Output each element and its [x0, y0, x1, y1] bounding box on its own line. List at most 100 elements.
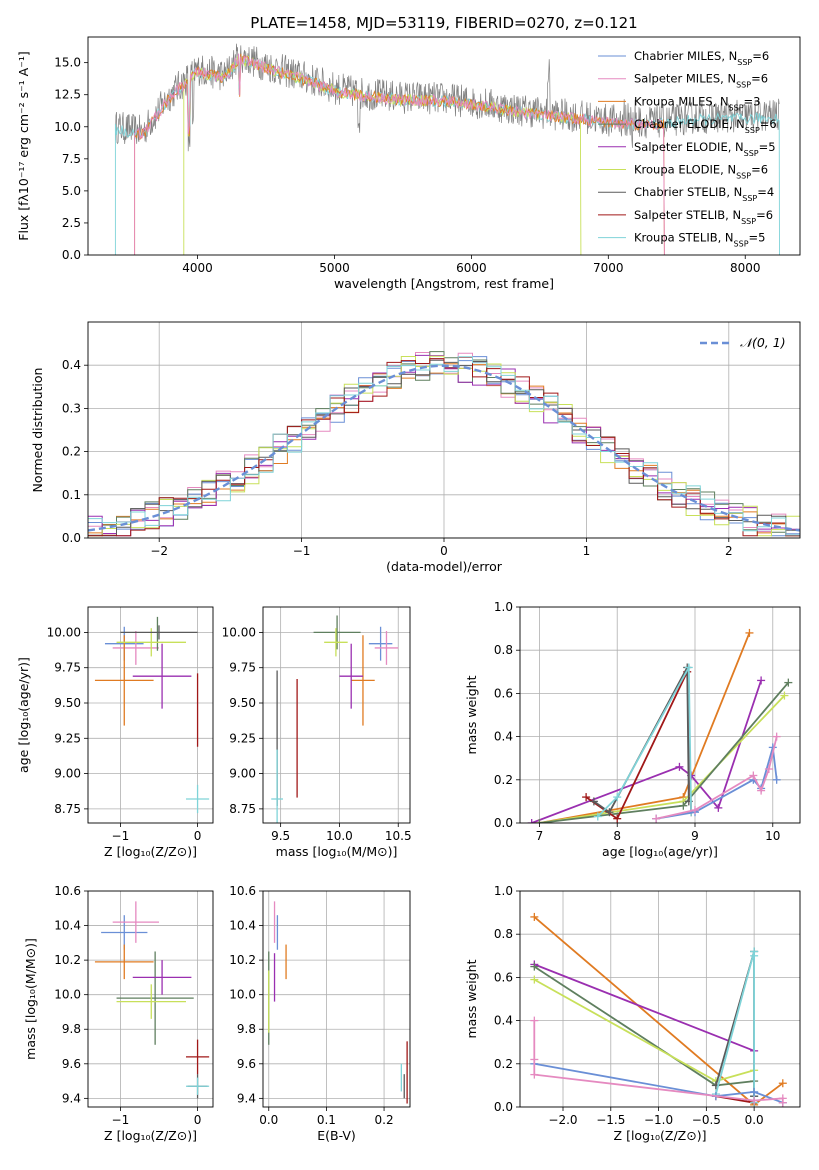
weight-series [530, 1016, 787, 1107]
errorbar-point [116, 984, 186, 1019]
legend-entry-nssp: =5 [759, 140, 776, 154]
x-tick-label: −2 [150, 544, 168, 558]
x-tick-label: 0.0 [745, 1113, 764, 1127]
weight-series [652, 732, 781, 823]
y-tick-label: 10.0 [229, 988, 256, 1002]
legend-entry-name: Salpeter ELODIE, N [634, 140, 744, 154]
legend-entry-nssp: =5 [749, 231, 766, 245]
weight-line [593, 667, 690, 814]
legend-entry-nssp: =6 [756, 208, 773, 222]
x-tick-label: 0.1 [317, 1113, 336, 1127]
y-tick-label: 0.4 [494, 730, 513, 744]
x-axis-label: (data-model)/error [386, 559, 503, 574]
y-tick-label: 10.6 [229, 884, 256, 898]
y-tick-label: 8.75 [54, 802, 81, 816]
legend-entry-name: Kroupa ELODIE, N [634, 163, 736, 177]
weight-series [711, 947, 759, 1107]
y-tick-label: 9.75 [54, 661, 81, 675]
y-tick-label: 0.6 [494, 970, 513, 984]
plot-area-age-mass [263, 607, 410, 823]
y-tick-label: 0.4 [494, 1014, 513, 1028]
panel-age-Z: −1 0 8.75 9.00 9.25 9.50 9.75 10.00 Z [log₁₀(Z/Z… [16, 606, 214, 859]
errorbar-point [368, 626, 393, 661]
panel-age-mass: 9.5 10.0 10.5 8.75 9.00 9.25 9.50 9.75 10.00 mass… [222, 606, 412, 859]
legend-entry-nssp: =6 [751, 72, 768, 86]
y-tick-label: 10.4 [54, 919, 81, 933]
x-tick-label: 4000 [182, 261, 213, 275]
y-tick-label: 10.2 [229, 953, 256, 967]
legend-entry-nssp: =4 [757, 185, 774, 199]
legend-entry-name: Chabrier ELODIE, N [634, 117, 745, 131]
y-tick-label: 9.00 [54, 767, 81, 781]
y-tick-label: 9.50 [229, 696, 256, 710]
y-tick-label: 9.6 [62, 1057, 81, 1071]
plot-area-weight-Z [520, 891, 800, 1107]
weight-line [655, 736, 778, 820]
y-tick-label: 1.0 [494, 884, 513, 898]
panel-mass-ebv: 0.0 0.1 0.2 9.4 9.6 9.8 10.0 10.2 10.4 10.6 E(B-V) [229, 884, 411, 1143]
weight-line [715, 951, 755, 1103]
legend-entry-name: Salpeter MILES, N [634, 72, 736, 86]
y-tick-label: 9.25 [229, 731, 256, 745]
legend-entry-name: Chabrier STELIB, N [634, 185, 742, 199]
axes-frame [87, 321, 801, 539]
legend-entry-subscript: SSP [736, 80, 751, 89]
weight-line [597, 664, 692, 818]
x-tick-label: 0.0 [259, 1113, 278, 1127]
y-tick-label: 10.6 [54, 884, 81, 898]
y-tick-label: 0.6 [494, 686, 513, 700]
legend-entry-subscript: SSP [736, 171, 751, 180]
weight-line [531, 680, 762, 823]
y-tick-label: 7.5 [62, 152, 81, 166]
weight-series [535, 628, 754, 823]
x-tick-label: −2.0 [548, 1113, 577, 1127]
y-axis-label: mass weight [464, 959, 479, 1038]
errorbar-point [185, 1039, 210, 1075]
x-tick-label: 7000 [593, 261, 624, 275]
axes-frame [262, 606, 411, 824]
x-tick-label: 0 [440, 544, 448, 558]
y-tick-label: 9.4 [62, 1091, 81, 1105]
errorbar-point [271, 749, 283, 823]
y-tick-label: 0.0 [62, 248, 81, 262]
panel-mass-Z: −1 0 9.4 9.6 9.8 10.0 10.2 10.4 10.6 Z [log₁₀(Z/Z… [23, 884, 214, 1143]
errorbar-point [185, 784, 210, 814]
x-axis-label: Z [log₁₀(Z/Z⊙)] [614, 1128, 707, 1143]
legend-entry-subscript: SSP [737, 58, 752, 67]
y-tick-label: 0.2 [494, 773, 513, 787]
legend-entry-name: Chabrier MILES, N [634, 49, 737, 63]
weight-series [582, 667, 696, 823]
y-axis-label: mass weight [464, 675, 479, 754]
y-tick-label: 10.2 [54, 953, 81, 967]
legend-entry-subscript: SSP [742, 194, 757, 203]
y-tick-label: 0.0 [62, 531, 81, 545]
y-tick-label: 0.1 [62, 488, 81, 502]
errorbar-point [324, 628, 348, 657]
x-axis-label: Z [log₁₀(Z/Z⊙)] [104, 844, 197, 859]
y-tick-label: 0.2 [494, 1057, 513, 1071]
panel-residuals: −2 −1 0 1 2 0.0 0.1 0.2 0.3 0.4 (data-model)/error… [30, 321, 801, 574]
errorbar-point [132, 643, 192, 709]
residual-legend: 𝒩(0, 1) [700, 335, 786, 350]
y-tick-label: 10.0 [54, 120, 81, 134]
y-tick-label: 0.4 [62, 358, 81, 372]
y-tick-label: 1.0 [494, 600, 513, 614]
y-tick-label: 10.00 [47, 625, 81, 639]
errorbar-point [351, 635, 375, 726]
x-tick-label: 8 [613, 829, 621, 843]
x-tick-label: 6000 [456, 261, 487, 275]
plot-area-weight-age [520, 607, 800, 823]
y-tick-label: 0.2 [62, 445, 81, 459]
x-axis-label: wavelength [Angstrom, rest frame] [334, 276, 554, 291]
legend-entry: Kroupa MILES, NSSP=3 [634, 94, 760, 112]
x-tick-label: −1 [112, 829, 130, 843]
legend-entry: Salpeter ELODIE, NSSP=5 [634, 140, 776, 158]
errorbar-point [374, 631, 399, 665]
x-tick-label: 0 [194, 1113, 202, 1127]
y-tick-label: 8.75 [229, 802, 256, 816]
errorbar-point [94, 635, 154, 726]
legend-entry-subscript: SSP [741, 216, 756, 225]
y-axis-label: Normed distribution [30, 368, 45, 493]
weight-line [534, 1062, 784, 1104]
